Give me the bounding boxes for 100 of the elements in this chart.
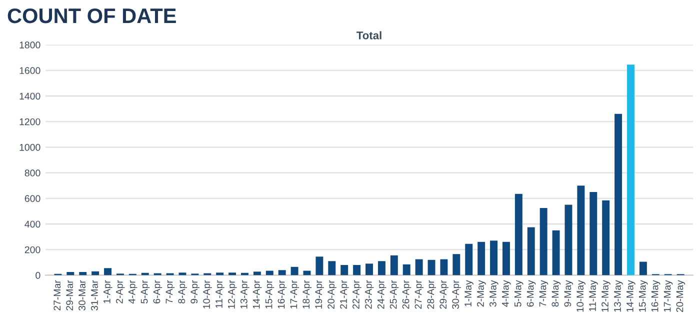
bar bbox=[390, 255, 398, 276]
x-tick-label: 30-Apr bbox=[452, 280, 461, 309]
bar bbox=[353, 264, 361, 276]
x-tick-label: 20-May bbox=[676, 280, 686, 312]
bar bbox=[490, 240, 498, 276]
bar bbox=[92, 271, 100, 276]
x-tick-label: 31-Mar bbox=[91, 280, 98, 310]
x-tick-label: 5-May bbox=[514, 280, 524, 307]
bar bbox=[465, 244, 473, 276]
x-tick-label: 14-Apr bbox=[253, 280, 262, 308]
bar bbox=[402, 264, 410, 276]
bar bbox=[590, 192, 598, 276]
bar bbox=[415, 259, 423, 276]
y-tick-label: 0 bbox=[36, 272, 40, 279]
x-tick-label: 16-Apr bbox=[278, 280, 287, 308]
x-tick-label: 24-Apr bbox=[377, 280, 386, 309]
bar bbox=[278, 270, 286, 276]
bar bbox=[266, 270, 274, 276]
x-tick-label: 1-May bbox=[464, 280, 474, 306]
x-tick-label: 8-May bbox=[552, 280, 561, 307]
x-tick-label: 10-Apr bbox=[203, 280, 212, 308]
x-tick-label: 4-Apr bbox=[128, 280, 138, 304]
chart-subtitle: Total bbox=[356, 31, 382, 40]
x-tick-label: 30-Mar bbox=[78, 280, 86, 310]
x-tick-label: 18-Apr bbox=[302, 280, 312, 308]
x-tick-label: 21-Apr bbox=[340, 280, 349, 309]
bar bbox=[253, 272, 261, 276]
y-tick-label: 200 bbox=[24, 246, 40, 254]
x-tick-label: 13-Apr bbox=[240, 280, 250, 308]
x-tick-label: 2-May bbox=[477, 280, 486, 307]
bar bbox=[564, 204, 572, 276]
y-tick-label: 1000 bbox=[20, 144, 40, 151]
bar bbox=[452, 254, 460, 276]
x-tick-label: 7-May bbox=[539, 280, 548, 307]
bar bbox=[627, 64, 634, 276]
bar bbox=[440, 259, 448, 276]
bar bbox=[502, 242, 510, 276]
x-tick-label: 22-Apr bbox=[352, 280, 362, 309]
x-tick-label: 25-Apr bbox=[390, 280, 399, 309]
x-tick-label: 17-Apr bbox=[290, 280, 300, 308]
x-tick-label: 12-Apr bbox=[228, 280, 237, 308]
x-tick-label: 29-Mar bbox=[66, 280, 74, 310]
y-tick-label: 1600 bbox=[20, 67, 40, 74]
x-tick-label: 26-Apr bbox=[402, 280, 412, 309]
x-tick-label: 11-May bbox=[589, 280, 598, 312]
bar bbox=[514, 194, 522, 276]
bar bbox=[66, 272, 74, 276]
y-tick-label: 1200 bbox=[20, 118, 40, 126]
x-tick-label: 19-Apr bbox=[315, 280, 324, 308]
y-tick-label: 400 bbox=[24, 220, 40, 228]
bar bbox=[340, 264, 348, 276]
bar bbox=[366, 264, 373, 276]
bar bbox=[602, 200, 610, 276]
bar bbox=[290, 266, 298, 276]
x-tick-label: 12-May bbox=[602, 280, 610, 312]
bar bbox=[639, 262, 647, 276]
x-tick-label: 15-Apr bbox=[265, 280, 274, 308]
x-tick-label: 28-Apr bbox=[427, 280, 436, 309]
bar bbox=[577, 186, 585, 276]
x-tick-label: 13-May bbox=[614, 280, 623, 312]
bar bbox=[228, 272, 236, 276]
y-tick-label: 1400 bbox=[20, 92, 40, 100]
x-tick-label: 11-Apr bbox=[216, 280, 224, 308]
bar bbox=[527, 227, 535, 276]
x-tick-label: 3-May bbox=[489, 280, 498, 307]
chart-title: COUNT OF DATE bbox=[8, 8, 176, 24]
x-tick-label: 4-May bbox=[502, 280, 511, 307]
bar bbox=[552, 230, 560, 276]
x-tick-label: 20-Apr bbox=[328, 280, 336, 309]
y-tick-label: 600 bbox=[24, 195, 40, 202]
x-tick-label: 9-May bbox=[564, 280, 574, 307]
x-tick-label: 23-Apr bbox=[364, 280, 374, 309]
bar bbox=[104, 268, 112, 276]
bar bbox=[540, 208, 548, 276]
y-tick-label: 800 bbox=[24, 170, 40, 176]
x-tick-label: 16-May bbox=[651, 280, 660, 312]
x-tick-label: 6-Apr bbox=[153, 280, 162, 304]
x-tick-label: 6-May bbox=[526, 280, 536, 307]
x-tick-label: 9-Apr bbox=[190, 280, 200, 304]
x-tick-label: 27-Mar bbox=[54, 280, 61, 310]
x-tick-label: 7-Apr bbox=[166, 280, 175, 304]
x-tick-label: 27-Apr bbox=[414, 280, 424, 309]
bar bbox=[316, 256, 324, 276]
x-tick-label: 15-May bbox=[639, 280, 648, 312]
x-tick-label: 10-May bbox=[576, 280, 586, 312]
y-tick-label: 1800 bbox=[20, 42, 40, 48]
x-tick-label: 1-Apr bbox=[104, 280, 112, 304]
x-tick-label: 2-Apr bbox=[116, 280, 125, 304]
x-tick-label: 17-May bbox=[664, 280, 673, 312]
x-tick-label: 29-Apr bbox=[440, 280, 448, 309]
x-tick-label: 14-May bbox=[626, 280, 636, 312]
bar bbox=[328, 261, 336, 276]
bar bbox=[79, 272, 87, 276]
x-tick-label: 8-Apr bbox=[178, 280, 188, 304]
bar bbox=[303, 270, 311, 276]
bar bbox=[378, 261, 386, 276]
x-tick-label: 5-Apr bbox=[140, 280, 150, 304]
bar bbox=[216, 272, 224, 276]
bar bbox=[478, 242, 486, 276]
bar bbox=[428, 260, 436, 276]
